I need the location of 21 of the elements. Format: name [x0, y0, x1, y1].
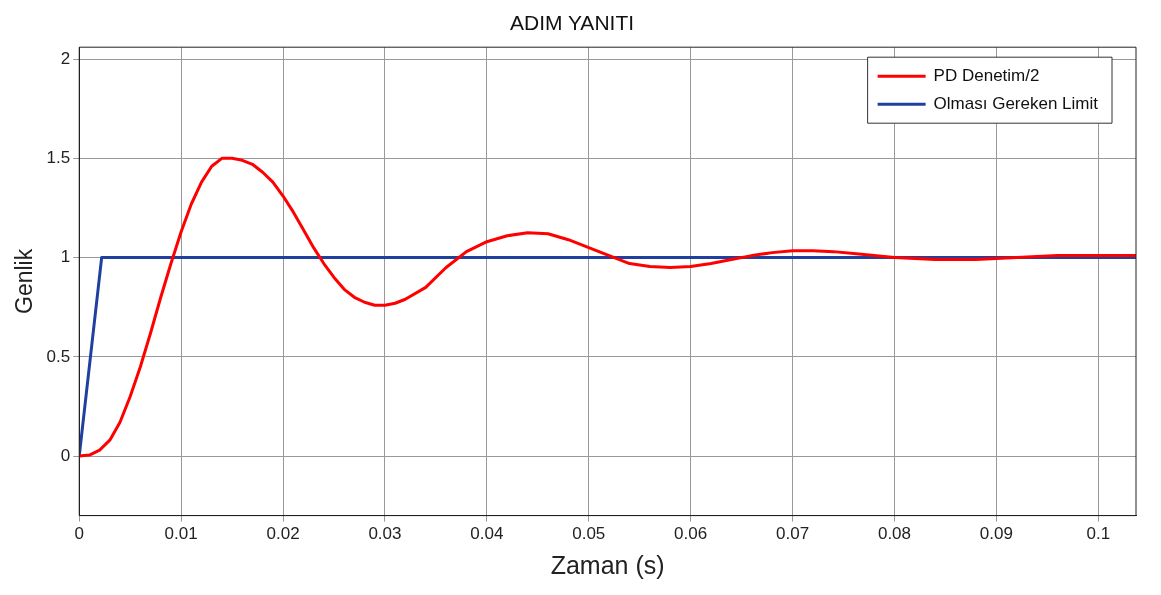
x-tick-label: 0.04 [470, 524, 504, 544]
x-tick-label: 0.1 [1086, 524, 1111, 544]
chart-title: ADIM YANITI [509, 11, 635, 35]
x-tick-label: 0.03 [368, 524, 402, 544]
x-tick-label: 0.01 [164, 524, 198, 544]
x-tick-label: 0.07 [776, 524, 810, 544]
x-tick-label: 0 [74, 524, 84, 544]
x-tick-label: 0.02 [266, 524, 300, 544]
x-tick-label: 0.05 [572, 524, 606, 544]
x-axis-title: Zaman (s) [550, 550, 665, 579]
y-tick-label: 1.5 [46, 148, 71, 168]
y-tick-label: 2 [60, 48, 71, 68]
legend-label: Olması Gereken Limit [933, 93, 1099, 113]
x-tick-label: 0.06 [674, 524, 708, 544]
y-axis-title: Genlik [11, 248, 38, 314]
y-tick-label: 0.5 [46, 346, 71, 366]
y-tick-label: 0 [60, 445, 71, 465]
y-tick-label: 1 [60, 247, 71, 267]
x-tick-label: 0.09 [979, 524, 1013, 544]
legend-label: PD Denetim/2 [933, 65, 1040, 85]
x-tick-label: 0.08 [877, 524, 912, 544]
